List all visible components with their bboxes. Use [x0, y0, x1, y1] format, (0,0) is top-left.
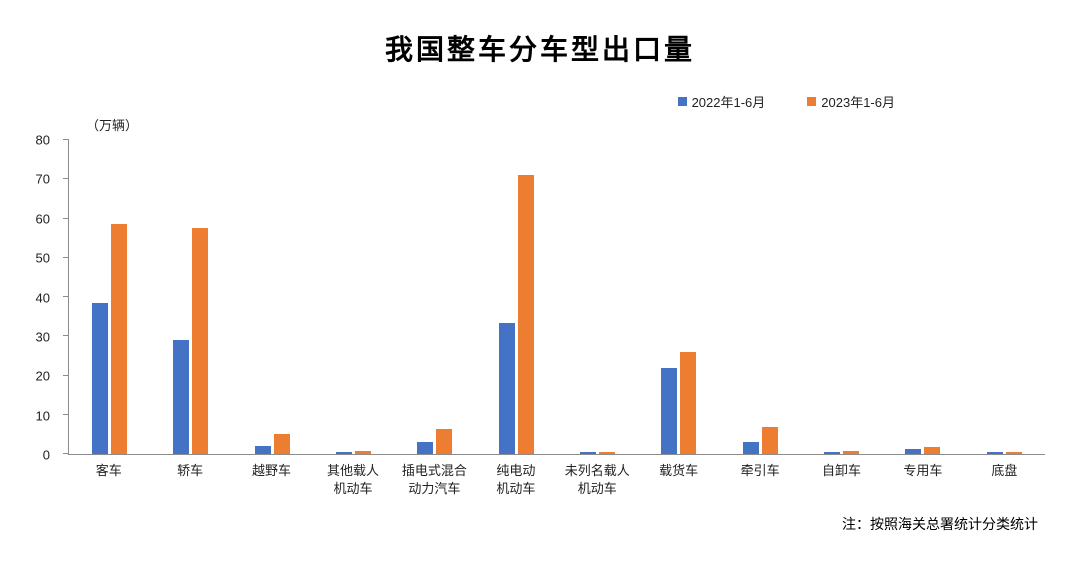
- bar-group: [720, 140, 801, 454]
- bar-series-2: [436, 429, 453, 454]
- bar-series-1: [986, 452, 1003, 454]
- x-axis-category-labels: 客车 轿车 越野车 其他载人 机动车 插电式混合 动力汽车 纯电动 机动车 未列名载人 机动…: [68, 462, 1045, 498]
- bar-group: [313, 140, 394, 454]
- y-tick-label: 30: [35, 329, 50, 345]
- bar-series-1: [742, 442, 759, 454]
- bar-series-2: [355, 450, 372, 454]
- x-category-label: 底盘: [991, 463, 1018, 478]
- bar-series-1: [336, 452, 353, 454]
- y-tick-mark: [63, 256, 69, 258]
- x-category-label: 其他载人 机动车: [326, 463, 379, 497]
- y-tick-mark: [63, 413, 69, 415]
- y-tick-label: 80: [35, 132, 50, 148]
- plot-area: [63, 139, 1045, 455]
- bar-series-2: [111, 224, 128, 454]
- legend-item-2022: 2022年1-6月: [677, 92, 766, 111]
- legend-swatch-2023-icon: [807, 97, 817, 106]
- y-tick-label: 20: [35, 368, 50, 384]
- bar-series-1: [173, 340, 190, 454]
- bar-series-1: [661, 367, 678, 454]
- bar-group: [232, 140, 313, 454]
- x-category-label: 插电式混合 动力汽车: [401, 463, 467, 497]
- bar-group: [150, 140, 231, 454]
- y-tick-mark: [63, 139, 69, 140]
- bar-series-1: [417, 442, 434, 454]
- y-tick-mark: [63, 374, 69, 376]
- y-tick-label: 10: [35, 408, 50, 424]
- legend-item-2023: 2023年1-6月: [807, 92, 895, 111]
- y-tick-label: 0: [42, 447, 50, 463]
- bar-series-2: [517, 175, 534, 454]
- x-category-label: 越野车: [252, 463, 292, 478]
- x-category-label: 自卸车: [822, 463, 862, 478]
- bar-series-1: [905, 448, 922, 454]
- y-tick-label: 70: [35, 171, 50, 187]
- bar-series-2: [273, 433, 290, 454]
- chart-title: 我国整车分车型出口量: [384, 35, 695, 66]
- bar-group: [638, 140, 719, 454]
- bar-series-1: [498, 323, 515, 454]
- x-category-label: 牵引车: [740, 463, 780, 478]
- y-tick-mark: [63, 296, 69, 297]
- bar-series-2: [761, 426, 778, 454]
- bar-series-2: [192, 227, 209, 454]
- bar-group: [394, 140, 475, 454]
- bar-series-2: [680, 351, 697, 454]
- x-category-label: 客车: [95, 463, 122, 478]
- bar-series-1: [580, 452, 597, 454]
- legend-label-2022: 2022年1-6月: [691, 95, 766, 110]
- x-category-label: 轿车: [177, 463, 204, 478]
- x-category-label: 未列名载人 机动车: [564, 463, 630, 497]
- y-tick-label: 40: [35, 290, 50, 305]
- bar-group: [882, 140, 963, 454]
- legend: 2022年1-6月 2023年1-6月: [677, 92, 895, 111]
- bar-series-2: [924, 446, 941, 454]
- bar-group: [69, 140, 150, 454]
- x-category-label: 纯电动 机动车: [496, 463, 536, 497]
- y-tick-mark: [63, 335, 69, 337]
- footnote: 注：按照海关总署统计分类统计: [842, 516, 1038, 532]
- y-tick-mark: [63, 178, 69, 180]
- y-tick-mark: [63, 453, 69, 454]
- y-tick-mark: [63, 217, 69, 219]
- bar-group: [964, 140, 1045, 454]
- bar-series-2: [843, 450, 860, 454]
- y-tick-label: 60: [35, 211, 50, 227]
- y-axis-unit-label: （万辆）: [86, 118, 139, 133]
- y-tick-label: 50: [35, 250, 50, 266]
- bar-group: [476, 140, 557, 454]
- legend-swatch-2022-icon: [677, 97, 687, 106]
- bar-series-1: [92, 302, 109, 454]
- bar-series-1: [254, 446, 271, 454]
- bar-series-2: [599, 452, 616, 454]
- bar-series-1: [824, 452, 841, 454]
- bar-groups: [69, 140, 1045, 454]
- bar-series-2: [1005, 452, 1022, 454]
- legend-label-2023: 2023年1-6月: [821, 95, 895, 110]
- bar-group: [801, 140, 882, 454]
- x-category-label: 载货车: [659, 463, 699, 478]
- x-category-label: 专用车: [903, 463, 943, 478]
- y-axis-tick-labels: 0 10 20 30 40 50 60 70 80: [0, 134, 58, 462]
- bar-group: [557, 140, 638, 454]
